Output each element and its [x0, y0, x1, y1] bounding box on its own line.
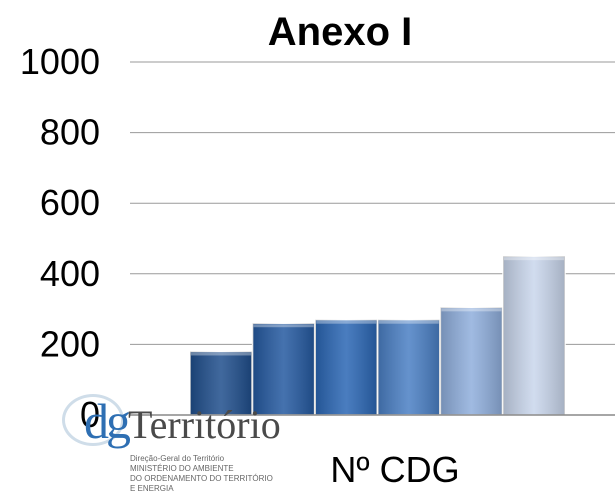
bar [251, 322, 316, 416]
logo-subtitle: Direção-Geral do Território MINISTÉRIO D… [130, 454, 273, 494]
logo-dg: dg [84, 393, 131, 449]
logo-sub-line: Direção-Geral do Território [130, 454, 225, 463]
bar [377, 318, 441, 416]
dgterritorio-logo: dgTerritório Direção-Geral do Território… [44, 392, 304, 500]
x-axis-label: Nº CDG [330, 449, 460, 490]
bars [189, 255, 566, 416]
bar [502, 255, 566, 416]
chart-title: Anexo I [267, 10, 413, 54]
bar [314, 318, 378, 416]
logo-sub-line: MINISTÉRIO DO AMBIENTE [130, 464, 234, 473]
bar [189, 350, 253, 416]
y-tick-label: 400 [40, 253, 100, 294]
logo-ring-icon [62, 394, 124, 446]
logo-word: Território [128, 402, 281, 447]
y-tick-label: 1000 [20, 41, 100, 82]
logo-sub-line: E ENERGIA [130, 484, 174, 493]
logo-sub-line: DO ORDENAMENTO DO TERRITÓRIO [130, 474, 273, 483]
logo-wordmark: dgTerritório [84, 392, 281, 450]
bar [439, 306, 504, 416]
y-tick-label: 800 [40, 112, 100, 153]
y-tick-label: 200 [40, 323, 100, 364]
y-tick-label: 600 [40, 182, 100, 223]
